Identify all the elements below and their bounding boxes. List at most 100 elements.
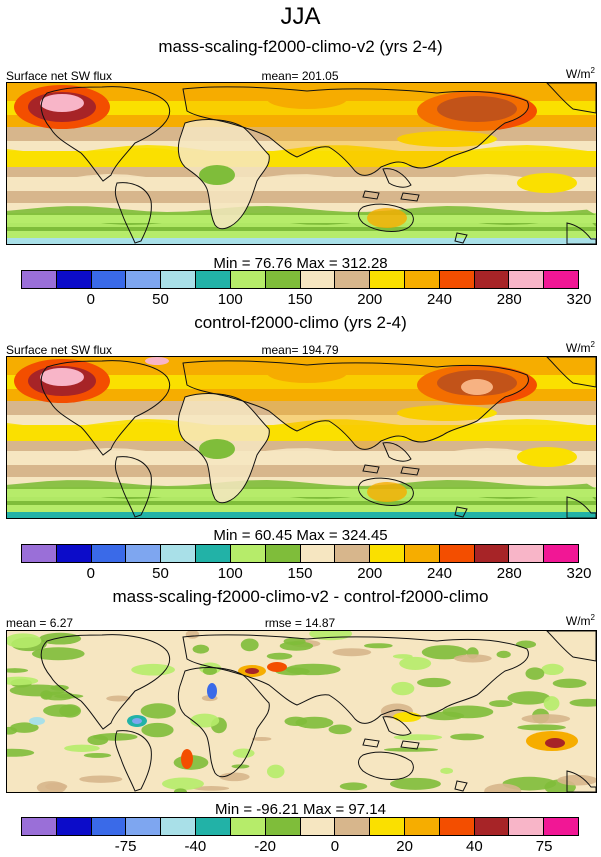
coastline [358, 477, 414, 506]
colorbar-tick-label: 240 [426, 291, 453, 308]
colorbar-tick-label: 200 [357, 291, 383, 308]
field-strip [7, 491, 596, 501]
coastline [40, 360, 171, 456]
diff-patch [543, 696, 560, 711]
diff-positive-anomaly [245, 668, 259, 674]
panel-2-map-graphic [7, 357, 596, 518]
panel-1-map-graphic [7, 83, 596, 244]
coastline [182, 360, 529, 450]
colorbar-swatch [196, 818, 231, 835]
panel-1-variable-label: Surface net SW flux [6, 69, 113, 83]
diff-patch [106, 695, 131, 702]
panel-2-colorbar [21, 544, 579, 563]
diff-patch [421, 645, 468, 660]
colorbar-tick-label: 200 [357, 565, 383, 582]
coastline [114, 730, 152, 792]
diff-patch [515, 640, 537, 649]
coastline [177, 667, 270, 778]
panel-1-map [6, 82, 597, 245]
coastline [362, 464, 380, 474]
diff-patch [417, 677, 451, 688]
diff-patch [328, 724, 352, 735]
colorbar-tick-label: -20 [254, 838, 276, 855]
coastline [382, 168, 412, 188]
field-blob [517, 447, 577, 467]
field-band [7, 512, 596, 518]
diff-patch [193, 786, 230, 791]
colorbar-tick-label: 100 [217, 565, 243, 582]
panel-2-minmax: Min = 60.45 Max = 324.45 [213, 527, 388, 544]
coastline [382, 442, 412, 462]
diff-patch [190, 713, 220, 728]
colorbar-swatch [370, 818, 405, 835]
panel-2-colorbar-ticks: 0 50 100 150 200 240 280 320 [21, 565, 592, 583]
colorbar-swatch [161, 545, 197, 562]
colorbar-swatch [126, 818, 162, 835]
colorbar-swatch [300, 271, 336, 288]
colorbar-swatch [91, 271, 127, 288]
panel-3-rmse-label: rmse = 14.87 [264, 616, 336, 630]
diff-patch [7, 676, 39, 686]
diff-positive-anomaly [181, 749, 193, 769]
diff-patch [50, 684, 69, 691]
field-blob [267, 363, 347, 383]
colorbar-swatch [474, 271, 510, 288]
colorbar-swatch [265, 271, 301, 288]
field-blob [117, 148, 177, 158]
coastline [114, 182, 152, 244]
colorbar-tick-label: 40 [466, 838, 483, 855]
coastline [454, 780, 468, 792]
diff-patch [425, 711, 465, 721]
panel-3-minmax: Min = -96.21 Max = 97.14 [215, 801, 386, 818]
colorbar-tick-label: 320 [566, 291, 592, 308]
diff-patch [552, 678, 587, 688]
diff-negative-anomaly [29, 717, 45, 725]
diff-patch [525, 667, 545, 680]
colorbar-swatch [335, 818, 371, 835]
diff-patch [252, 736, 272, 741]
colorbar-tick-label: 280 [496, 565, 522, 582]
colorbar-swatch [161, 271, 197, 288]
diff-patch [295, 716, 334, 729]
colorbar-tick-label: 320 [566, 565, 592, 582]
field-strip [7, 206, 596, 215]
diff-patch [569, 698, 596, 707]
diff-positive-anomaly [545, 738, 565, 748]
panel-2-mean-label: mean= 194.79 [261, 343, 339, 357]
diff-positive-anomaly [267, 662, 287, 672]
colorbar-swatch [509, 545, 545, 562]
field-band [7, 505, 596, 512]
diff-patch [83, 752, 112, 758]
colorbar-swatch [22, 271, 57, 288]
colorbar-swatch [370, 271, 405, 288]
colorbar-swatch [404, 271, 440, 288]
diff-patch [219, 772, 250, 782]
diff-patch [521, 714, 571, 724]
coastline [400, 740, 420, 750]
diff-patch [285, 663, 341, 676]
panel-1-minmax: Min = 76.76 Max = 312.28 [213, 255, 388, 272]
colorbar-swatch [544, 818, 578, 835]
diff-patch [43, 704, 80, 717]
colorbar-swatch [439, 271, 475, 288]
diff-patch [517, 724, 566, 731]
diff-patch [391, 681, 415, 696]
colorbar-swatch [56, 545, 92, 562]
coastline [454, 506, 468, 518]
colorbar-swatch [196, 545, 231, 562]
diff-patch [7, 633, 42, 649]
diff-negative-anomaly [132, 718, 142, 724]
colorbar-swatch [230, 545, 266, 562]
diff-patch [7, 748, 35, 757]
coastline [362, 738, 380, 748]
colorbar-swatch [404, 545, 440, 562]
colorbar-tick-label: -75 [114, 838, 137, 855]
diff-patch [10, 722, 39, 733]
colorbar-swatch [265, 818, 301, 835]
field-blob [267, 89, 347, 109]
colorbar-swatch [56, 271, 92, 288]
colorbar-swatch [439, 545, 475, 562]
field-band [7, 477, 596, 487]
coastline [400, 466, 420, 476]
diff-patch [31, 647, 85, 661]
